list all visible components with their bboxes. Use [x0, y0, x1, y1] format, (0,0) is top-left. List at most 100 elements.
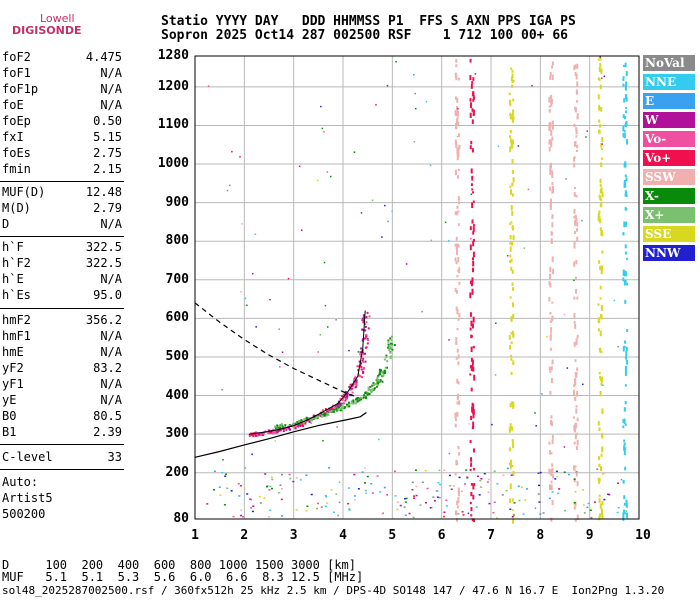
param-value: N/A — [100, 329, 122, 343]
noise-point — [456, 135, 459, 138]
noise-point — [550, 141, 553, 148]
header-line-2: Sopron 2025 Oct14 287 002500 RSF 1 712 1… — [161, 28, 568, 43]
noise-point — [546, 336, 548, 338]
noise-point — [353, 495, 356, 497]
trace-point — [262, 434, 265, 437]
noise-point — [575, 423, 578, 428]
noise-point — [511, 193, 514, 197]
noise-point — [455, 290, 458, 294]
noise-point — [391, 210, 393, 213]
noise-point — [575, 445, 578, 451]
trace-point — [248, 435, 251, 438]
trace-point — [351, 391, 354, 394]
trace-point — [269, 431, 272, 434]
noise-point — [593, 501, 596, 503]
noise-point — [624, 365, 627, 371]
trace-point — [367, 327, 370, 330]
noise-point — [469, 468, 472, 471]
noise-point — [470, 415, 473, 421]
trace-point — [388, 349, 391, 352]
noise-point — [317, 351, 320, 353]
noise-point — [460, 490, 463, 493]
trace-point — [322, 409, 325, 412]
noise-point — [326, 171, 329, 173]
trace-point — [326, 409, 329, 412]
noise-point — [576, 91, 579, 95]
noise-point — [598, 210, 601, 214]
legend-item: Vo+ — [643, 150, 695, 166]
trace-point — [250, 433, 253, 436]
noise-point — [315, 507, 318, 510]
noise-point — [574, 214, 577, 218]
noise-point — [548, 281, 551, 286]
noise-point — [310, 422, 312, 424]
trace-point — [358, 360, 361, 363]
noise-point — [576, 222, 579, 227]
noise-point — [381, 236, 383, 238]
noise-point — [471, 219, 474, 224]
noise-point — [549, 370, 552, 373]
noise-point — [509, 112, 512, 117]
noise-point — [274, 440, 277, 442]
noise-point — [573, 186, 576, 190]
noise-point — [456, 154, 459, 161]
param-value: N/A — [100, 98, 122, 112]
trace-point — [290, 424, 293, 427]
trace-point — [389, 351, 392, 354]
noise-point — [526, 488, 529, 490]
noise-point — [573, 478, 576, 481]
noise-point — [600, 381, 603, 386]
trace-point — [358, 375, 361, 378]
trace-point — [355, 379, 358, 382]
noise-point — [555, 470, 558, 473]
noise-point — [456, 110, 459, 117]
noise-point — [576, 236, 579, 242]
noise-point — [601, 408, 604, 415]
muf-value-row: MUF 5.1 5.1 5.3 5.6 6.0 6.6 8.3 12.5 [MH… — [2, 570, 364, 584]
noise-point — [508, 99, 511, 105]
trace-point — [360, 368, 363, 371]
noise-point — [281, 351, 284, 353]
noise-point — [623, 418, 626, 425]
trace-point — [388, 347, 391, 350]
noise-point — [623, 98, 626, 103]
noise-point — [511, 509, 514, 511]
noise-point — [573, 506, 576, 510]
noise-point — [573, 162, 576, 168]
noise-point — [598, 260, 601, 264]
noise-point — [511, 84, 514, 88]
noise-point — [269, 485, 272, 488]
noise-point — [623, 340, 626, 344]
trace-point — [360, 398, 363, 401]
trace-point — [347, 403, 350, 406]
noise-point — [511, 401, 514, 406]
trace-point — [346, 405, 349, 408]
y-tick-label: 200 — [165, 464, 189, 480]
noise-point — [574, 465, 577, 468]
noise-point — [415, 494, 418, 497]
noise-point — [472, 110, 475, 117]
noise-point — [575, 259, 578, 265]
noise-point — [550, 484, 553, 491]
noise-point — [575, 471, 578, 473]
trace-point — [303, 418, 306, 421]
noise-point — [288, 473, 291, 476]
noise-point — [575, 127, 578, 131]
param-value: 2.39 — [93, 425, 122, 439]
noise-point — [625, 177, 628, 182]
noise-point — [443, 511, 446, 513]
trace-point — [364, 329, 367, 332]
trace-point — [298, 420, 301, 423]
trace-point — [338, 402, 341, 405]
trace-point — [383, 369, 386, 372]
trace-point — [363, 352, 366, 355]
noise-point — [470, 457, 473, 462]
noise-point — [551, 182, 554, 186]
noise-point — [622, 277, 625, 282]
noise-point — [598, 456, 601, 460]
trace-point — [317, 414, 320, 417]
trace-point — [252, 435, 255, 438]
trace-point — [390, 346, 393, 349]
x-tick-label: 6 — [437, 528, 446, 543]
param-value: N/A — [100, 66, 122, 80]
